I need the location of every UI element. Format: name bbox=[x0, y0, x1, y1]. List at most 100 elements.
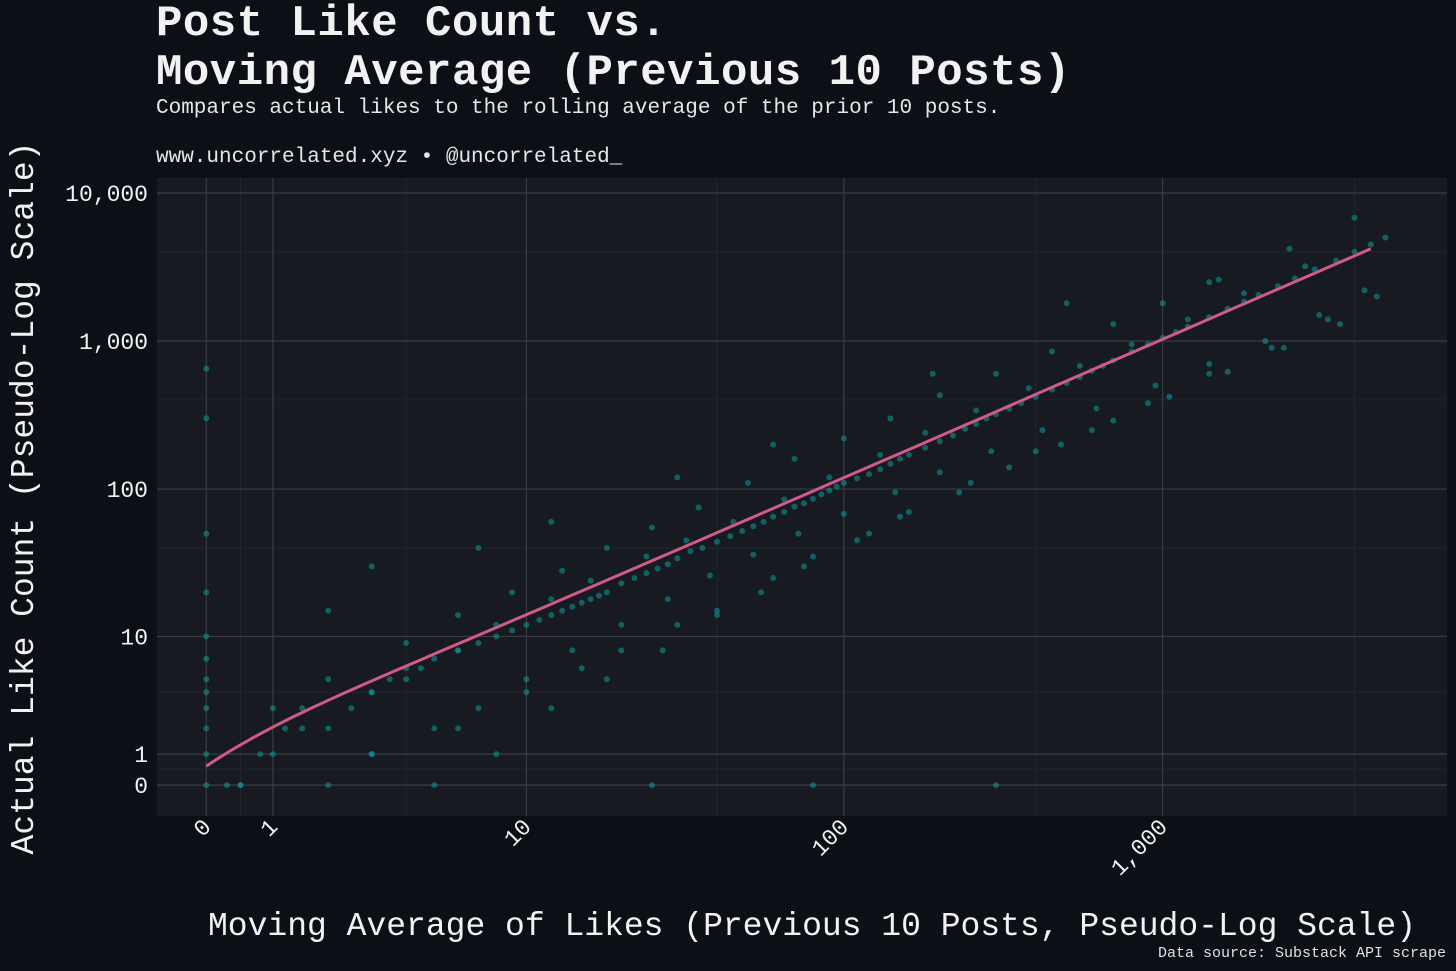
data-point bbox=[1032, 448, 1039, 455]
data-point bbox=[1336, 321, 1343, 328]
data-point bbox=[368, 689, 375, 696]
data-point bbox=[455, 647, 462, 654]
data-point bbox=[687, 548, 694, 555]
data-point bbox=[203, 725, 210, 732]
data-point bbox=[368, 751, 375, 758]
data-point bbox=[1206, 279, 1213, 286]
x-tick-label: 10 bbox=[499, 815, 537, 853]
x-axis-title: Moving Average of Likes (Previous 10 Pos… bbox=[208, 908, 1416, 945]
data-point bbox=[770, 441, 777, 448]
data-point bbox=[1224, 368, 1231, 375]
data-point bbox=[683, 537, 690, 544]
data-point bbox=[493, 751, 500, 758]
data-point bbox=[654, 565, 661, 572]
data-point bbox=[643, 553, 650, 560]
data-point bbox=[282, 725, 289, 732]
data-point bbox=[714, 607, 721, 614]
data-point bbox=[1184, 316, 1191, 323]
data-point bbox=[523, 689, 530, 696]
data-point bbox=[578, 599, 585, 606]
data-point bbox=[523, 676, 530, 683]
data-point bbox=[809, 495, 816, 502]
data-point bbox=[1039, 427, 1046, 434]
y-tick-label: 1 bbox=[134, 743, 148, 769]
data-point bbox=[548, 596, 555, 603]
data-point bbox=[1286, 245, 1293, 252]
data-point bbox=[475, 640, 482, 647]
data-point bbox=[992, 370, 999, 377]
data-point bbox=[1152, 382, 1159, 389]
data-point bbox=[203, 365, 210, 372]
y-tick-label: 10 bbox=[120, 625, 148, 651]
data-point bbox=[866, 471, 873, 478]
data-point bbox=[706, 572, 713, 579]
data-point bbox=[1268, 344, 1275, 351]
data-point bbox=[1063, 300, 1070, 307]
data-point bbox=[826, 487, 833, 494]
data-point bbox=[1093, 405, 1100, 412]
data-point bbox=[758, 589, 765, 596]
data-point bbox=[455, 612, 462, 619]
data-point bbox=[877, 451, 884, 458]
data-point bbox=[892, 489, 899, 496]
data-point bbox=[1382, 234, 1389, 241]
data-point bbox=[801, 563, 808, 570]
data-point bbox=[896, 455, 903, 462]
data-point bbox=[739, 528, 746, 535]
data-point bbox=[826, 474, 833, 481]
data-point bbox=[809, 782, 816, 789]
x-tick-label: 1,000 bbox=[1106, 815, 1173, 882]
data-point bbox=[475, 705, 482, 712]
chart-credit: www.uncorrelated.xyz • @uncorrelated_ bbox=[156, 146, 623, 169]
data-point bbox=[699, 544, 706, 551]
data-point bbox=[967, 479, 974, 486]
data-point bbox=[203, 633, 210, 640]
data-point bbox=[833, 483, 840, 490]
data-point bbox=[664, 596, 671, 603]
data-point bbox=[877, 466, 884, 473]
y-axis-ticks: 0 1 10 100 1,000 10,000 bbox=[65, 182, 148, 800]
data-point bbox=[618, 580, 625, 587]
data-point bbox=[595, 592, 602, 599]
data-point bbox=[854, 537, 861, 544]
data-point bbox=[493, 633, 500, 640]
data-point bbox=[905, 451, 912, 458]
data-point bbox=[1324, 316, 1331, 323]
data-point bbox=[781, 496, 788, 503]
data-point bbox=[1351, 248, 1358, 255]
data-point bbox=[203, 589, 210, 596]
data-point bbox=[896, 513, 903, 520]
data-point bbox=[649, 524, 656, 531]
data-point bbox=[203, 676, 210, 683]
data-point bbox=[1206, 370, 1213, 377]
data-point bbox=[603, 589, 610, 596]
chart-title: Post Like Count vs. Moving Average (Prev… bbox=[156, 0, 1071, 98]
data-point bbox=[325, 725, 332, 732]
data-point bbox=[1361, 287, 1368, 294]
x-axis-ticks: 0 1 10 100 1,000 bbox=[189, 815, 1173, 882]
data-point bbox=[475, 544, 482, 551]
data-point bbox=[1006, 464, 1013, 471]
data-point bbox=[949, 432, 956, 439]
data-point bbox=[203, 530, 210, 537]
data-point bbox=[770, 575, 777, 582]
data-point bbox=[840, 435, 847, 442]
data-point bbox=[269, 751, 276, 758]
data-point bbox=[674, 621, 681, 628]
data-point bbox=[1110, 417, 1117, 424]
data-point bbox=[760, 518, 767, 525]
y-tick-label: 1,000 bbox=[79, 330, 148, 356]
data-point bbox=[818, 491, 825, 498]
data-point bbox=[791, 455, 798, 462]
data-point bbox=[649, 782, 656, 789]
data-point bbox=[386, 676, 393, 683]
data-point bbox=[509, 589, 516, 596]
data-point bbox=[631, 575, 638, 582]
data-point bbox=[744, 479, 751, 486]
data-point bbox=[750, 523, 757, 530]
data-point bbox=[325, 607, 332, 614]
data-point bbox=[922, 429, 929, 436]
data-point bbox=[1128, 341, 1135, 348]
y-tick-label: 0 bbox=[134, 774, 148, 800]
data-point bbox=[887, 460, 894, 467]
